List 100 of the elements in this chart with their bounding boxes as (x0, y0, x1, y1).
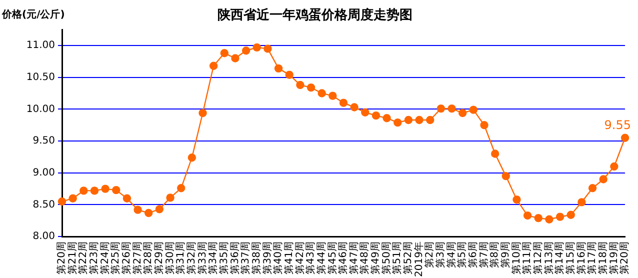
point (458, 108, 467, 118)
x-tick-label: 第4周 (445, 242, 458, 268)
x-tick-label: 第48周 (358, 242, 371, 274)
point (296, 80, 304, 90)
x-tick-label: 2019年 (412, 242, 425, 278)
x-tick-label: 第25周 (110, 242, 122, 274)
point (512, 196, 521, 204)
point (122, 194, 132, 202)
x-tick-label: 第12周 (532, 242, 544, 274)
point (404, 116, 413, 124)
x-tick-label: 第32周 (186, 242, 198, 274)
point (306, 83, 316, 92)
x-tick-label: 第22周 (77, 242, 90, 274)
point (566, 210, 575, 219)
x-tick-label: 第46周 (337, 242, 350, 274)
point (556, 212, 564, 221)
x-tick-label: 第40周 (272, 242, 284, 274)
point (469, 106, 478, 114)
point (490, 150, 500, 158)
point (166, 194, 174, 202)
x-tick-label: 第26周 (120, 242, 133, 274)
point (58, 197, 66, 206)
x-tick-label: 第30周 (164, 242, 176, 274)
x-tick-label: 第38周 (250, 242, 262, 274)
point (523, 211, 532, 220)
x-tick-label: 第51周 (391, 242, 404, 274)
point (339, 98, 348, 107)
point (610, 162, 618, 171)
point (144, 208, 153, 218)
x-tick-label: 第20周 (56, 242, 68, 274)
point (372, 111, 380, 120)
x-tick-label: 第19周 (608, 242, 620, 274)
point (252, 43, 261, 52)
point (264, 44, 272, 53)
x-tick-label: 第36周 (228, 242, 241, 274)
x-tick-label: 第45周 (326, 242, 338, 274)
point (588, 184, 597, 192)
point (209, 62, 218, 70)
data-label: 9.55 (604, 118, 631, 132)
x-tick-label: 第34周 (207, 242, 220, 274)
x-tick-label: 第42周 (294, 242, 306, 274)
point (285, 70, 294, 79)
y-tick-label: 10.50 (26, 72, 55, 83)
chart-title: 陕西省近一年鸡蛋价格周度走势图 (218, 7, 412, 24)
x-tick-label: 第7周 (478, 242, 490, 268)
x-tick-label: 第15周 (564, 242, 576, 274)
y-tick-label: 11.00 (26, 40, 55, 52)
x-tick-label: 第49周 (370, 242, 382, 274)
y-axis-title: 价格(元/公斤) (1, 8, 65, 21)
point (112, 186, 120, 194)
y-tick-label: 8.00 (32, 231, 55, 242)
point (382, 114, 391, 122)
y-tick-label: 9.00 (32, 167, 55, 178)
x-tick-label: 第13周 (542, 242, 555, 274)
x-tick-label: 第44周 (315, 242, 328, 274)
x-tick-label: 第14周 (554, 242, 566, 274)
x-tick-label: 第18周 (596, 242, 609, 274)
x-tick-label: 第33周 (196, 242, 208, 274)
point (242, 46, 250, 55)
x-tick-label: 第52周 (402, 242, 414, 274)
x-tick-label: 第31周 (174, 242, 187, 274)
point (361, 108, 370, 116)
x-tick-label: 第6周 (467, 242, 480, 268)
point (80, 186, 88, 195)
point (198, 108, 207, 118)
point (480, 121, 488, 130)
x-tick-label: 第21周 (66, 242, 78, 274)
point (274, 64, 283, 73)
x-tick-label: 第8周 (488, 242, 501, 268)
y-tick-label: 10.00 (26, 104, 55, 115)
y-tick-label: 9.50 (32, 136, 55, 147)
point (231, 54, 240, 62)
x-tick-label: 第27周 (131, 242, 144, 274)
point (155, 205, 164, 214)
point (176, 184, 186, 192)
x-tick-label: 第50周 (380, 242, 392, 274)
y-tick-label: 8.50 (32, 199, 55, 210)
point (599, 175, 608, 184)
point (620, 134, 630, 142)
x-tick-label: 第9周 (500, 242, 512, 268)
point (68, 194, 77, 202)
x-tick-label: 第2周 (424, 242, 436, 268)
x-tick-label: 第3周 (434, 242, 447, 268)
x-tick-label: 第29周 (153, 242, 166, 274)
point (436, 104, 446, 113)
x-tick-label: 第43周 (304, 242, 317, 274)
x-tick-label: 第5周 (456, 242, 468, 268)
point (134, 206, 142, 214)
x-tick-label: 第37周 (240, 242, 252, 274)
x-tick-label: 第28周 (142, 242, 154, 274)
x-tick-label: 第11周 (521, 242, 534, 274)
point (534, 214, 542, 222)
point (502, 172, 510, 180)
x-tick-label: 第47周 (348, 242, 360, 274)
x-tick-label: 第23周 (88, 242, 100, 274)
point (448, 104, 456, 113)
x-tick-label: 第35周 (218, 242, 230, 274)
point (415, 116, 424, 124)
point (220, 49, 229, 58)
x-tick-label: 第16周 (575, 242, 588, 274)
